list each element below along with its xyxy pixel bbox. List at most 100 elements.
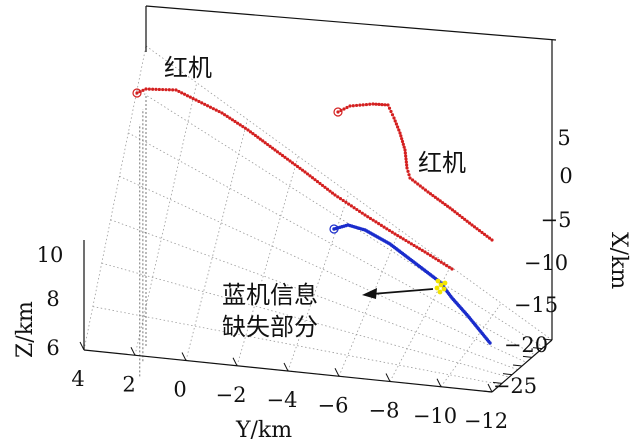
trajectory-point: [400, 137, 404, 141]
trajectory-point: [364, 102, 369, 107]
trajectory-point: [450, 208, 455, 212]
trajectory-point: [141, 88, 145, 92]
trajectory-point: [418, 184, 422, 188]
annotation-arrow-line: [371, 288, 434, 295]
trajectory-point: [403, 148, 407, 152]
trajectory-point: [283, 155, 287, 159]
trajectory-point: [475, 227, 479, 231]
trajectory-point: [436, 197, 440, 201]
trajectory-point: [151, 87, 155, 91]
trajectory-point: [394, 122, 398, 126]
trajectory-point: [261, 139, 265, 143]
trajectory-point: [383, 103, 387, 107]
trajectory-point: [377, 102, 381, 106]
trajectory-point: [270, 146, 275, 150]
trajectory-point: [368, 102, 372, 106]
trajectory-point: [354, 103, 359, 108]
box-top-edge: [145, 5, 557, 41]
trajectory-point: [280, 153, 285, 158]
x-tick-label: −25: [493, 374, 537, 398]
trajectory-point: [400, 139, 405, 144]
trajectory-point: [223, 113, 227, 117]
trajectory-point: [426, 190, 430, 194]
trajectory-point: [423, 188, 428, 192]
trajectory-point: [412, 243, 416, 248]
trajectory-point: [413, 180, 417, 184]
annotation-arrow-head: [362, 288, 377, 299]
trajectory-point: [358, 103, 362, 107]
trajectory-point: [177, 89, 181, 94]
trajectory-point: [313, 178, 317, 182]
grid-line-x: [110, 219, 518, 371]
trajectory-point: [341, 198, 345, 203]
red-aircraft-label-2: 红机: [418, 149, 466, 177]
trajectory-point: [164, 88, 168, 92]
trajectory-point: [406, 169, 410, 173]
trajectory-point: [349, 204, 353, 208]
trajectory-point: [185, 94, 190, 98]
trajectory-point: [488, 341, 492, 345]
missing-point: [437, 289, 443, 295]
trajectory-point: [465, 219, 469, 223]
trajectory-point: [225, 114, 229, 118]
trajectory-point: [348, 104, 352, 108]
trajectory-point: [154, 87, 158, 91]
x-tick-label: 5: [557, 126, 570, 150]
trajectory-point: [330, 191, 335, 195]
trajectory-point: [380, 103, 384, 107]
trajectory-point: [318, 181, 322, 186]
z-axis-title: Z/km: [13, 301, 38, 358]
x-axis-ticks: 5 0 −5 −10 −15 −20 −25: [493, 126, 573, 398]
trajectory-point: [253, 133, 257, 138]
trajectory-point: [191, 96, 195, 101]
x-tick-label: −15: [514, 293, 558, 317]
trajectory-point: [463, 217, 467, 221]
trajectory-point: [258, 137, 262, 141]
grid-line-y: [185, 119, 248, 361]
trajectory-point: [238, 123, 242, 127]
missing-segment: [434, 278, 448, 295]
trajectory-point: [448, 206, 452, 210]
trajectory-point: [398, 235, 403, 239]
trajectory-point: [426, 252, 430, 256]
trajectory-point: [371, 218, 375, 222]
y-tick-label: −2: [216, 383, 247, 407]
missing-point: [442, 280, 448, 286]
trajectory-point: [241, 125, 245, 129]
trajectory-point: [217, 109, 221, 114]
x-tick-mark: [522, 355, 533, 358]
trajectory-point: [157, 87, 161, 92]
trajectory-point: [390, 113, 395, 117]
blue-missing-label-line1: 蓝机信息: [222, 281, 318, 309]
trajectory-point: [167, 88, 171, 92]
trajectory-point: [308, 174, 312, 178]
trajectory-point: [374, 102, 378, 106]
trajectory-point: [171, 88, 175, 92]
trajectory-point: [352, 206, 356, 210]
missing-point: [441, 286, 447, 292]
start-marker: [329, 224, 339, 234]
trajectory-point: [477, 229, 482, 233]
trajectory-point: [399, 134, 403, 138]
grid-line-x: [128, 132, 536, 356]
grid-line-x: [101, 262, 510, 378]
trajectory-point: [460, 215, 464, 220]
y-tick-label: −6: [318, 393, 349, 417]
trajectory-point: [445, 264, 449, 268]
x-tick-mark: [482, 390, 493, 393]
trajectory-point: [396, 125, 400, 129]
trajectory-point: [233, 119, 237, 124]
trajectory-point: [214, 108, 218, 112]
trajectory-point: [485, 234, 489, 238]
y-tick-label: −8: [369, 399, 400, 423]
trajectory-point: [415, 245, 419, 249]
axis-box: [79, 5, 557, 393]
trajectory-point: [333, 193, 337, 197]
series-1: [132, 87, 454, 271]
trajectory-point: [220, 111, 224, 115]
trajectory-point: [236, 121, 240, 125]
start-marker: [333, 107, 343, 117]
trajectory-point: [228, 116, 232, 120]
trajectory-point: [363, 213, 367, 217]
y-tick-mark: [436, 378, 442, 387]
